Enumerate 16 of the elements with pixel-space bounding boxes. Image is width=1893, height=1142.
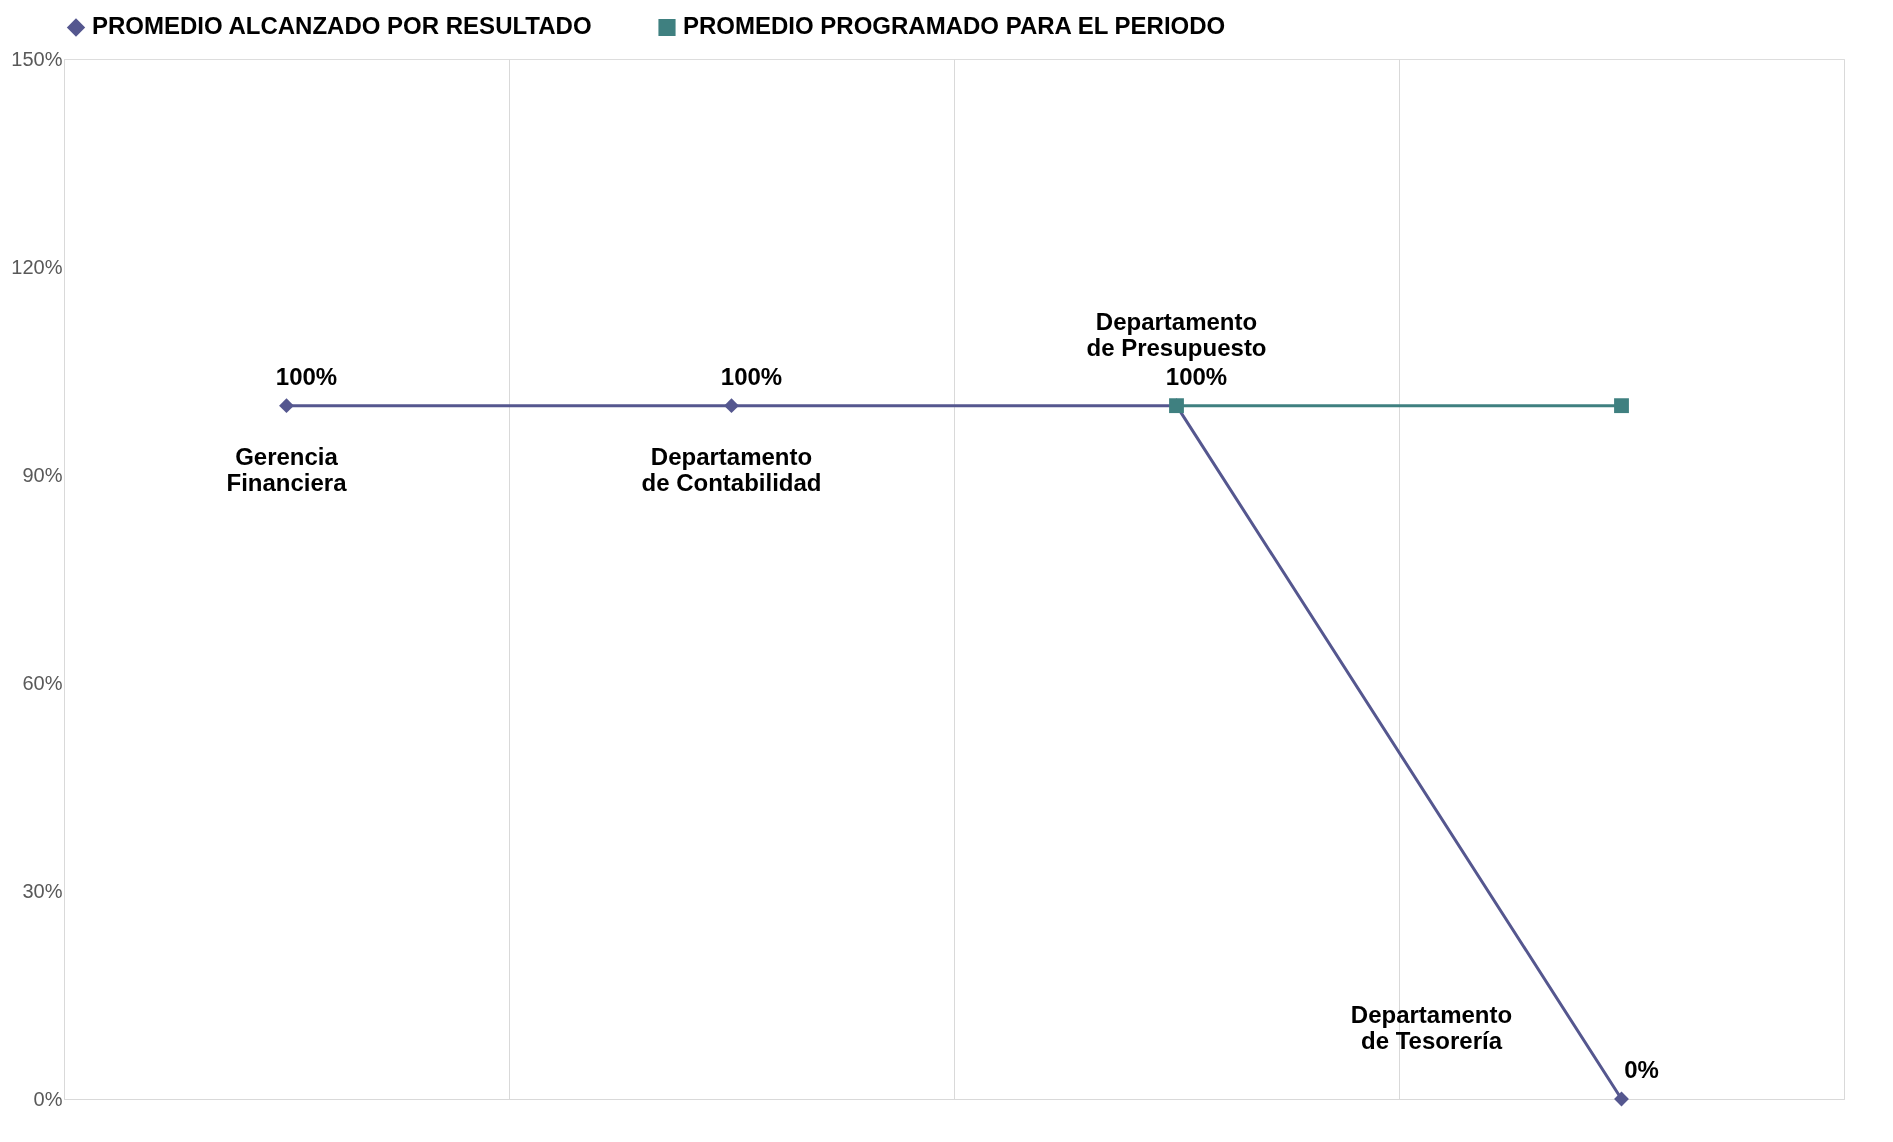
data-label: 100% (275, 362, 338, 390)
y-tick-label: 0% (33, 1087, 63, 1110)
data-label: 100% (1165, 362, 1228, 390)
data-label: 0% (1624, 1056, 1659, 1083)
legend-label: PROMEDIO ALCANZADO POR RESULTADO (92, 12, 592, 40)
x-tick-label: Departamento de Contabilidad (641, 442, 822, 496)
y-tick-label: 120% (11, 255, 63, 278)
y-tick-label: 60% (22, 671, 63, 694)
legend-label: PROMEDIO PROGRAMADO PARA EL PERIODO (683, 12, 1226, 40)
x-tick-label: Departamento de Presupuesto (1086, 307, 1267, 361)
data-label: 100% (720, 362, 783, 390)
y-tick-label: 30% (22, 879, 63, 902)
x-tick-label: Gerencia Financiera (226, 442, 348, 496)
y-tick-label: 90% (22, 463, 63, 486)
y-tick-label: 150% (11, 47, 63, 70)
x-tick-label: Departamento de Tesorería (1350, 1001, 1513, 1054)
